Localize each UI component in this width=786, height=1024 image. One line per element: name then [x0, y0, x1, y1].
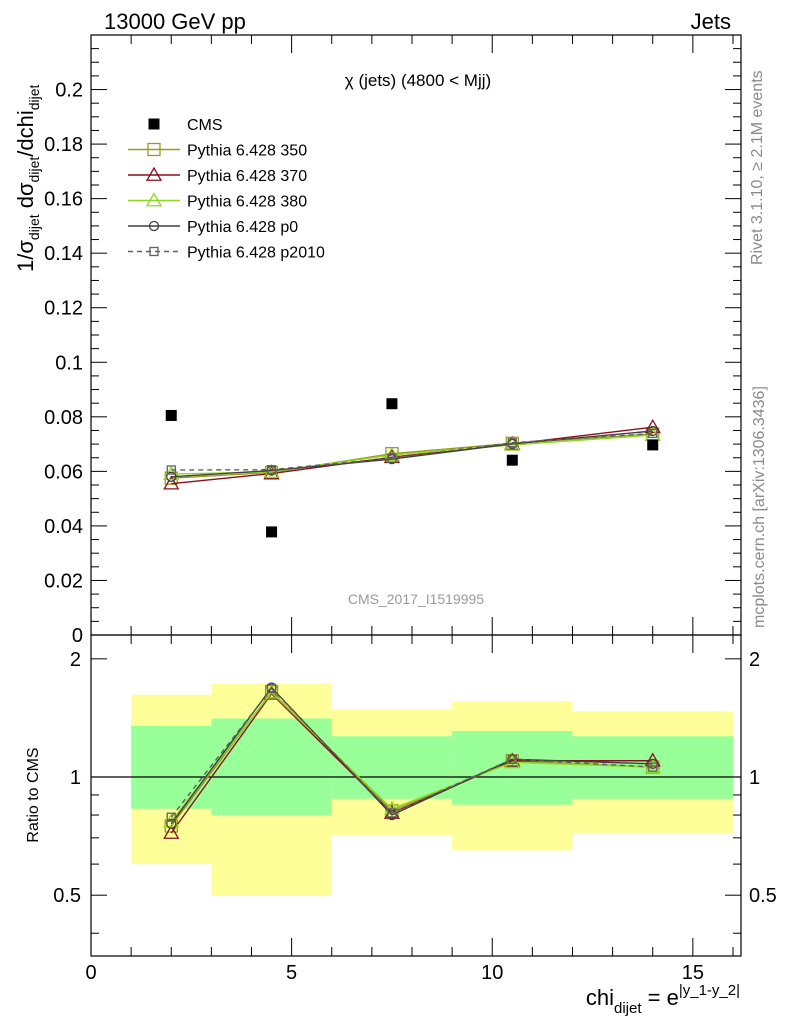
y-tick-label: 0.12: [44, 298, 83, 320]
legend-entry: Pythia 6.428 p2010: [128, 245, 325, 262]
x-tick-label: 10: [481, 962, 503, 984]
legend-marker: [147, 142, 161, 157]
cms-point: [386, 398, 398, 410]
ratio-y-tick-label: 1: [70, 767, 81, 789]
ratio-series-line: [170, 687, 653, 818]
inner-band: [211, 718, 332, 816]
ratio-series-point: [383, 800, 401, 815]
header-left: 13000 GeV pp: [104, 9, 246, 34]
ratio-panel: 0.5 0.5 1 1 2 2 0 5 10 15 Ratio to CMS chidijet …: [25, 634, 777, 1017]
series-point: [387, 453, 397, 463]
ratio-y-tick-label: 0.5: [749, 885, 777, 907]
y-tick-label: 0: [72, 625, 83, 647]
analysis-label: CMS_2017_I1519995: [348, 591, 484, 607]
x-tick-label: 5: [286, 962, 297, 984]
y-tick-label: 0.18: [44, 134, 83, 156]
legend-marker: [145, 166, 163, 181]
legend-marker: [148, 118, 160, 130]
series-point: [266, 465, 277, 475]
legend-entry: CMS: [148, 117, 223, 134]
ratio-series-point: [166, 818, 177, 829]
legend-entry: Pythia 6.428 380: [128, 192, 307, 211]
x-tick-label: 15: [682, 962, 704, 984]
ratio-series-point: [507, 754, 517, 764]
y-tick-label: 0.04: [44, 516, 83, 538]
legend-entry: Pythia 6.428 350: [128, 143, 307, 160]
cms-point: [647, 439, 659, 451]
rivet-label: Rivet 3.1.10, ≥ 2.1M events: [749, 70, 766, 265]
cms-point: [266, 526, 278, 538]
legend-label: Pythia 6.428 350: [187, 143, 307, 160]
legend-marker: [149, 246, 159, 257]
ratio-uncertainty-bands: [91, 683, 741, 896]
ratio-series-point: [166, 812, 176, 822]
main-y-axis-label: 1/σdijet dσdijet/dchidijet: [13, 84, 42, 272]
main-axis-ticks: [90, 34, 741, 636]
ratio-y-tick-labels: 0.5 0.5 1 1 2 2: [53, 649, 777, 907]
ratio-y-tick-label: 2: [70, 649, 81, 671]
legend-entry: Pythia 6.428 370: [128, 166, 307, 185]
ratio-series-point: [266, 683, 277, 694]
ratio-series-point: [644, 752, 661, 767]
legend-marker: [148, 220, 160, 232]
chart-title: χ (jets) (4800 < Mjj): [345, 71, 491, 90]
mcplots-label: mcplots.cern.ch [arXiv:1306.3436]: [751, 386, 768, 628]
legend-label: Pythia 6.428 p2010: [187, 245, 325, 262]
ratio-y-tick-label: 1: [749, 767, 760, 789]
series-point: [166, 471, 177, 482]
main-series: [163, 398, 661, 538]
x-axis-label: chidijet = e|y_1-y_2|: [586, 982, 740, 1017]
series-line: [171, 426, 653, 485]
y-tick-label: 0.06: [44, 461, 83, 483]
series-point: [648, 428, 658, 439]
inner-band: [331, 736, 453, 799]
ratio-axis-ticks: [90, 635, 741, 956]
series-point: [507, 438, 517, 448]
y-tick-label: 0.1: [55, 352, 83, 374]
inner-band: [572, 736, 733, 799]
y-tick-label: 0.02: [44, 570, 83, 592]
legend-marker: [145, 192, 163, 207]
cms-point: [506, 454, 518, 466]
y-tick-label: 0.16: [44, 189, 83, 211]
ratio-frame: [90, 634, 742, 957]
ratio-series-line: [170, 686, 653, 825]
legend-entry: Pythia 6.428 p0: [128, 219, 298, 236]
legend-label: Pythia 6.428 380: [187, 194, 307, 211]
ratio-y-tick-label: 2: [749, 649, 760, 671]
cms-point: [165, 409, 177, 421]
ratio-series: [163, 682, 661, 839]
header-right: Jets: [691, 9, 731, 34]
ratio-series-point: [387, 808, 397, 818]
ratio-y-axis-label: Ratio to CMS: [25, 747, 42, 842]
y-tick-label: 0.2: [55, 80, 83, 102]
x-tick-labels: 0 5 10 15: [85, 962, 704, 984]
legend-label: CMS: [187, 117, 223, 134]
ratio-y-tick-label: 0.5: [53, 885, 81, 907]
legend-label: Pythia 6.428 370: [187, 168, 307, 185]
ratio-series-point: [163, 824, 180, 839]
series-point: [166, 465, 176, 475]
series-point: [644, 418, 661, 434]
ratio-series-point: [648, 762, 658, 772]
series-point: [163, 475, 180, 490]
y-tick-label: 0.14: [44, 243, 83, 265]
main-y-tick-labels: 0 0.02 0.04 0.06 0.08 0.1 0.12 0.14 0.16 0.18 0.2: [44, 80, 83, 647]
legend-label: Pythia 6.428 p0: [187, 219, 298, 236]
main-panel: 00.020.040.060.080.10.120.140.160.180.2 …: [13, 34, 742, 647]
series-line: [171, 432, 653, 471]
y-tick-label: 0.08: [44, 407, 83, 429]
legend: CMS Pythia 6.428 350 Pythia 6.428 370 Pythi…: [128, 117, 325, 262]
inner-band: [131, 725, 212, 809]
x-tick-label: 0: [85, 962, 96, 984]
